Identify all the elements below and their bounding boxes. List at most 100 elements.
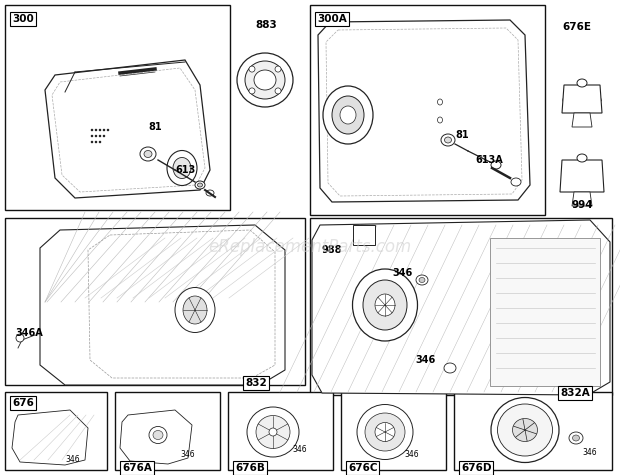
Ellipse shape [357, 405, 413, 459]
Ellipse shape [562, 169, 602, 187]
Text: 676C: 676C [348, 463, 378, 473]
Ellipse shape [577, 154, 587, 162]
Polygon shape [120, 410, 192, 464]
Text: 300: 300 [12, 14, 33, 24]
Text: 676A: 676A [122, 463, 152, 473]
Polygon shape [572, 113, 592, 127]
Bar [490, 238, 600, 386]
Text: 346: 346 [65, 455, 79, 464]
Ellipse shape [99, 141, 101, 143]
Polygon shape [560, 160, 604, 192]
Text: 346: 346 [180, 450, 195, 459]
Ellipse shape [419, 277, 425, 283]
Text: 613A: 613A [475, 155, 503, 165]
Ellipse shape [198, 183, 203, 187]
Ellipse shape [183, 296, 207, 324]
Ellipse shape [95, 129, 97, 131]
Bar [5, 218, 305, 385]
Bar [5, 5, 230, 210]
Ellipse shape [247, 407, 299, 457]
Ellipse shape [149, 427, 167, 444]
Text: 81: 81 [148, 122, 162, 132]
Text: 988: 988 [322, 245, 342, 255]
Ellipse shape [441, 134, 455, 146]
Ellipse shape [491, 398, 559, 463]
Ellipse shape [103, 129, 105, 131]
Ellipse shape [206, 190, 214, 196]
Ellipse shape [497, 404, 552, 456]
Text: 676D: 676D [461, 463, 492, 473]
Polygon shape [572, 192, 592, 206]
Ellipse shape [103, 135, 105, 137]
Ellipse shape [99, 135, 101, 137]
Ellipse shape [563, 92, 601, 108]
Ellipse shape [95, 141, 97, 143]
Bar [310, 5, 545, 215]
Bar [454, 392, 612, 470]
Ellipse shape [195, 181, 205, 189]
Ellipse shape [511, 178, 521, 186]
Ellipse shape [245, 61, 285, 99]
Ellipse shape [254, 70, 276, 90]
Ellipse shape [256, 416, 290, 448]
Ellipse shape [577, 79, 587, 87]
Polygon shape [312, 220, 610, 395]
Text: 346: 346 [392, 268, 412, 278]
Text: 613: 613 [175, 165, 195, 175]
Bar [115, 392, 220, 470]
Text: eReplacementParts.com: eReplacementParts.com [208, 238, 412, 256]
Text: 346: 346 [404, 450, 418, 459]
Ellipse shape [444, 363, 456, 373]
Polygon shape [562, 85, 602, 113]
Ellipse shape [572, 435, 580, 441]
Ellipse shape [167, 151, 197, 186]
Text: 81: 81 [455, 130, 469, 140]
Ellipse shape [144, 151, 152, 158]
Text: 676B: 676B [235, 463, 265, 473]
Polygon shape [12, 410, 88, 465]
Ellipse shape [416, 275, 428, 285]
Text: 994: 994 [572, 200, 593, 210]
Ellipse shape [323, 86, 373, 144]
Polygon shape [45, 60, 210, 198]
Text: 346A: 346A [15, 328, 43, 338]
Polygon shape [40, 225, 285, 385]
Ellipse shape [269, 428, 277, 436]
Ellipse shape [275, 88, 281, 94]
Ellipse shape [340, 106, 356, 124]
Text: 346: 346 [292, 445, 307, 454]
Ellipse shape [445, 137, 451, 143]
Ellipse shape [275, 66, 281, 72]
Ellipse shape [173, 158, 191, 179]
Ellipse shape [332, 96, 364, 134]
Ellipse shape [491, 161, 501, 169]
Bar [5, 392, 107, 470]
Ellipse shape [569, 432, 583, 444]
Ellipse shape [140, 147, 156, 161]
Text: 832: 832 [245, 378, 267, 388]
Ellipse shape [513, 418, 538, 441]
Ellipse shape [99, 129, 101, 131]
Ellipse shape [175, 287, 215, 332]
Ellipse shape [91, 135, 93, 137]
Text: 676E: 676E [562, 22, 591, 32]
Ellipse shape [375, 294, 395, 316]
Ellipse shape [91, 141, 93, 143]
Ellipse shape [95, 135, 97, 137]
Bar [310, 218, 612, 395]
Ellipse shape [107, 129, 109, 131]
Text: 346: 346 [582, 448, 596, 457]
Polygon shape [318, 20, 530, 202]
Bar [341, 392, 446, 470]
Ellipse shape [363, 280, 407, 330]
Text: 346: 346 [415, 355, 435, 365]
Ellipse shape [91, 129, 93, 131]
Ellipse shape [16, 334, 24, 342]
Text: 676: 676 [12, 398, 34, 408]
Text: 832A: 832A [560, 388, 590, 398]
Ellipse shape [365, 413, 405, 451]
Bar [353, 225, 375, 245]
Text: 300A: 300A [317, 14, 347, 24]
Ellipse shape [249, 66, 255, 72]
Bar [228, 392, 333, 470]
